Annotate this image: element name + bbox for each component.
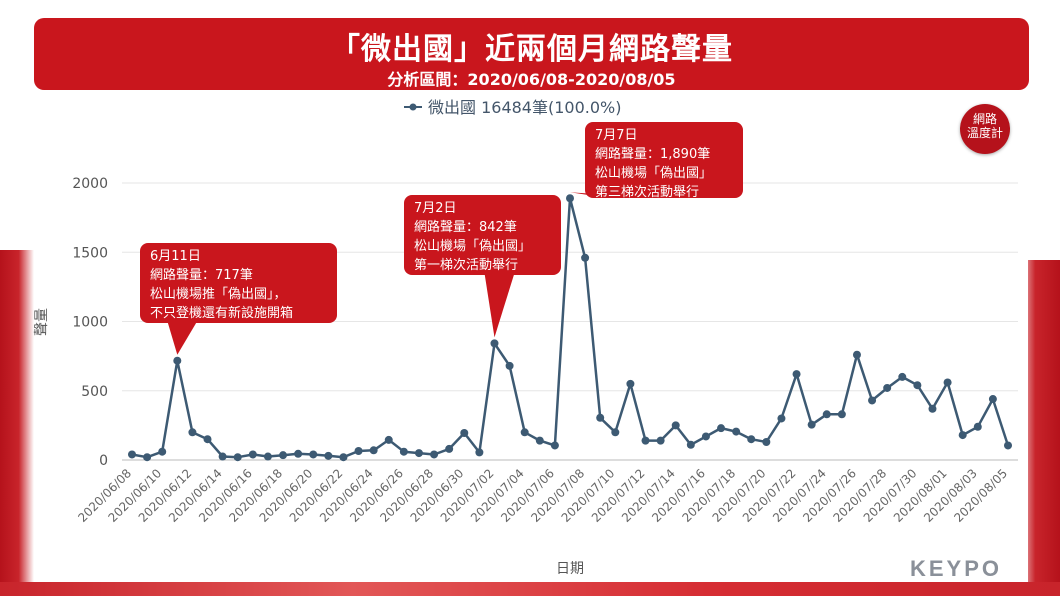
data-point <box>535 436 544 445</box>
callout-text: 第一梯次活動舉行 <box>414 257 518 273</box>
data-point <box>188 428 197 437</box>
data-point <box>928 404 937 413</box>
data-point <box>701 432 710 441</box>
data-point <box>732 427 741 436</box>
y-axis-title: 聲量 <box>33 308 50 336</box>
data-point <box>626 379 635 388</box>
y-tick-label: 500 <box>81 384 108 400</box>
callout-text: 7月7日 <box>595 128 638 143</box>
data-point <box>520 428 529 437</box>
y-tick-label: 1500 <box>72 245 108 261</box>
data-point <box>460 428 469 437</box>
legend-marker <box>409 103 417 111</box>
callout-box <box>404 195 561 275</box>
callout-text: 松山機場推「偽出國」， <box>150 287 287 302</box>
data-point <box>430 450 439 459</box>
callout-pointer <box>167 321 198 355</box>
y-tick-label: 0 <box>99 453 108 469</box>
data-point <box>143 453 152 462</box>
data-point <box>581 253 590 262</box>
left-decoration <box>0 250 34 596</box>
data-point <box>324 451 333 460</box>
thermometer-logo-icon: 網路 溫度計 <box>960 104 1010 154</box>
data-point <box>173 356 182 365</box>
callout-box <box>140 243 337 323</box>
data-point <box>913 381 922 390</box>
data-point <box>1004 441 1012 450</box>
data-point <box>898 372 907 381</box>
data-point <box>354 446 363 455</box>
data-point <box>490 339 499 348</box>
data-point <box>717 424 726 433</box>
data-point <box>248 450 257 459</box>
data-point <box>656 436 665 445</box>
data-point <box>958 431 967 440</box>
data-point <box>279 451 288 460</box>
chart-subtitle: 分析區間：2020/06/08-2020/08/05 <box>387 70 676 89</box>
data-point <box>294 449 303 458</box>
callout-text: 6月11日 <box>150 249 201 264</box>
data-point <box>747 435 756 444</box>
data-point <box>263 452 272 461</box>
data-point <box>566 194 574 203</box>
callout-text: 松山機場「偽出國」 <box>595 166 712 181</box>
data-point <box>445 444 454 453</box>
data-point <box>943 378 952 387</box>
chart-title: 「微出國」近兩個月網路聲量 <box>330 32 733 67</box>
logo-line-2: 溫度計 <box>966 126 1003 140</box>
data-point <box>777 414 786 423</box>
data-point <box>762 437 771 446</box>
y-tick-label: 1000 <box>72 315 108 331</box>
callout-text: 7月2日 <box>414 201 457 216</box>
data-point <box>611 428 620 437</box>
data-point <box>822 410 831 419</box>
data-point <box>128 450 136 459</box>
data-point <box>852 350 861 359</box>
callout-box <box>585 122 743 198</box>
data-point <box>233 453 242 462</box>
data-point <box>339 453 348 462</box>
data-point <box>384 435 393 444</box>
callout-pointer <box>570 192 625 196</box>
data-point <box>414 449 423 458</box>
data-point <box>973 422 982 431</box>
series-line <box>131 196 1010 459</box>
legend-label: 微出國 16484筆(100.0%) <box>428 98 621 117</box>
bottom-decoration <box>0 582 1060 596</box>
data-point <box>369 446 378 455</box>
brand-logo: KEYPO <box>910 556 1003 581</box>
data-point <box>988 395 997 404</box>
data-point <box>641 436 650 445</box>
callout-text: 第三梯次活動舉行 <box>595 184 699 200</box>
title-banner: 「微出國」近兩個月網路聲量 分析區間：2020/06/08-2020/08/05 <box>34 18 1029 90</box>
data-point <box>868 396 877 405</box>
data-point <box>837 410 846 419</box>
data-point <box>671 421 680 430</box>
callout-text: 不只登機還有新設施開箱 <box>150 305 293 321</box>
data-point <box>792 370 801 379</box>
data-point <box>475 448 484 457</box>
data-point <box>596 413 605 422</box>
callout-text: 網路聲量：842筆 <box>414 219 517 235</box>
logo-line-1: 網路 <box>972 112 997 126</box>
data-point <box>883 383 892 392</box>
x-axis-title: 日期 <box>556 561 584 577</box>
callout-text: 網路聲量：717筆 <box>150 267 253 283</box>
data-point <box>309 450 318 459</box>
data-point <box>158 447 167 456</box>
data-point <box>203 435 212 444</box>
y-tick-label: 2000 <box>72 176 108 192</box>
data-point <box>550 441 559 450</box>
data-point <box>807 420 816 429</box>
data-point <box>505 361 514 370</box>
data-point <box>399 447 408 456</box>
data-point <box>218 452 227 461</box>
callout-pointer <box>484 273 515 338</box>
callout-text: 松山機場「偽出國」 <box>414 239 531 254</box>
callout-text: 網路聲量：1,890筆 <box>595 146 710 162</box>
data-point <box>686 440 695 449</box>
